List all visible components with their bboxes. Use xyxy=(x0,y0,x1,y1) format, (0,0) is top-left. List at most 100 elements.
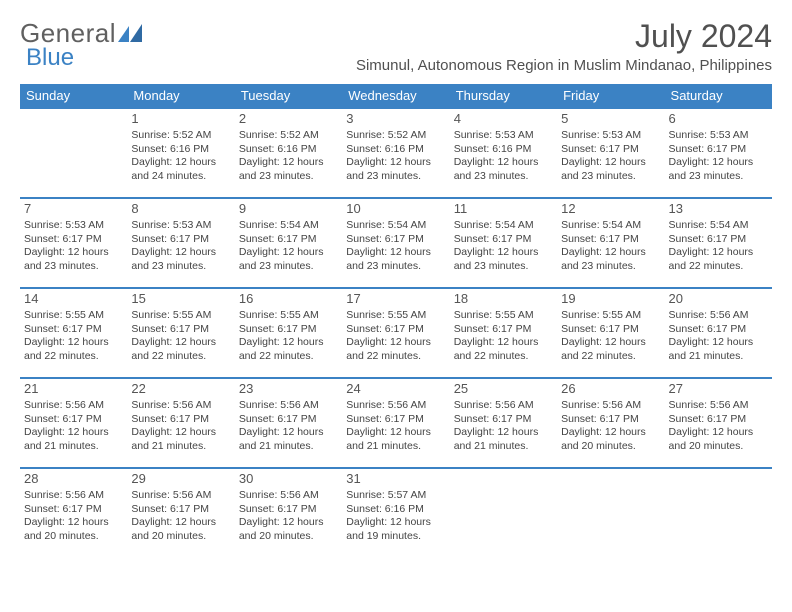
day-number: 7 xyxy=(24,201,123,218)
day-info: Sunrise: 5:55 AMSunset: 6:17 PMDaylight:… xyxy=(346,309,445,364)
calendar-cell: 31Sunrise: 5:57 AMSunset: 6:16 PMDayligh… xyxy=(342,468,449,558)
day-info: Sunrise: 5:55 AMSunset: 6:17 PMDaylight:… xyxy=(131,309,230,364)
day-info: Sunrise: 5:53 AMSunset: 6:17 PMDaylight:… xyxy=(561,129,660,184)
calendar-cell xyxy=(20,108,127,198)
day-number: 2 xyxy=(239,111,338,128)
calendar-cell: 10Sunrise: 5:54 AMSunset: 6:17 PMDayligh… xyxy=(342,198,449,288)
day-info: Sunrise: 5:53 AMSunset: 6:17 PMDaylight:… xyxy=(131,219,230,274)
weekday-header: Monday xyxy=(127,84,234,108)
day-info: Sunrise: 5:55 AMSunset: 6:17 PMDaylight:… xyxy=(561,309,660,364)
calendar-cell: 25Sunrise: 5:56 AMSunset: 6:17 PMDayligh… xyxy=(450,378,557,468)
calendar-week-row: 21Sunrise: 5:56 AMSunset: 6:17 PMDayligh… xyxy=(20,378,772,468)
calendar-cell: 17Sunrise: 5:55 AMSunset: 6:17 PMDayligh… xyxy=(342,288,449,378)
calendar-week-row: 28Sunrise: 5:56 AMSunset: 6:17 PMDayligh… xyxy=(20,468,772,558)
day-info: Sunrise: 5:56 AMSunset: 6:17 PMDaylight:… xyxy=(131,399,230,454)
calendar-cell: 19Sunrise: 5:55 AMSunset: 6:17 PMDayligh… xyxy=(557,288,664,378)
day-number: 4 xyxy=(454,111,553,128)
header: General July 2024 Simunul, Autonomous Re… xyxy=(20,18,772,74)
day-number: 6 xyxy=(669,111,768,128)
calendar-cell: 12Sunrise: 5:54 AMSunset: 6:17 PMDayligh… xyxy=(557,198,664,288)
day-info: Sunrise: 5:54 AMSunset: 6:17 PMDaylight:… xyxy=(346,219,445,274)
calendar-week-row: 14Sunrise: 5:55 AMSunset: 6:17 PMDayligh… xyxy=(20,288,772,378)
day-number: 3 xyxy=(346,111,445,128)
calendar-cell: 8Sunrise: 5:53 AMSunset: 6:17 PMDaylight… xyxy=(127,198,234,288)
day-info: Sunrise: 5:53 AMSunset: 6:17 PMDaylight:… xyxy=(24,219,123,274)
day-info: Sunrise: 5:55 AMSunset: 6:17 PMDaylight:… xyxy=(239,309,338,364)
weekday-header: Wednesday xyxy=(342,84,449,108)
calendar-body: 1Sunrise: 5:52 AMSunset: 6:16 PMDaylight… xyxy=(20,108,772,558)
day-info: Sunrise: 5:56 AMSunset: 6:17 PMDaylight:… xyxy=(131,489,230,544)
day-number: 29 xyxy=(131,471,230,488)
day-number: 17 xyxy=(346,291,445,308)
day-info: Sunrise: 5:52 AMSunset: 6:16 PMDaylight:… xyxy=(131,129,230,184)
day-number: 23 xyxy=(239,381,338,398)
day-number: 9 xyxy=(239,201,338,218)
weekday-header: Tuesday xyxy=(235,84,342,108)
calendar-cell: 27Sunrise: 5:56 AMSunset: 6:17 PMDayligh… xyxy=(665,378,772,468)
calendar-cell: 2Sunrise: 5:52 AMSunset: 6:16 PMDaylight… xyxy=(235,108,342,198)
day-number: 27 xyxy=(669,381,768,398)
calendar-cell: 5Sunrise: 5:53 AMSunset: 6:17 PMDaylight… xyxy=(557,108,664,198)
calendar-cell: 15Sunrise: 5:55 AMSunset: 6:17 PMDayligh… xyxy=(127,288,234,378)
day-info: Sunrise: 5:56 AMSunset: 6:17 PMDaylight:… xyxy=(239,489,338,544)
brand-part2: Blue xyxy=(26,44,74,72)
day-info: Sunrise: 5:54 AMSunset: 6:17 PMDaylight:… xyxy=(454,219,553,274)
day-number: 19 xyxy=(561,291,660,308)
calendar-cell: 6Sunrise: 5:53 AMSunset: 6:17 PMDaylight… xyxy=(665,108,772,198)
day-number: 11 xyxy=(454,201,553,218)
day-info: Sunrise: 5:56 AMSunset: 6:17 PMDaylight:… xyxy=(454,399,553,454)
day-number: 28 xyxy=(24,471,123,488)
day-info: Sunrise: 5:55 AMSunset: 6:17 PMDaylight:… xyxy=(24,309,123,364)
day-info: Sunrise: 5:56 AMSunset: 6:17 PMDaylight:… xyxy=(561,399,660,454)
calendar-cell: 20Sunrise: 5:56 AMSunset: 6:17 PMDayligh… xyxy=(665,288,772,378)
calendar-cell: 9Sunrise: 5:54 AMSunset: 6:17 PMDaylight… xyxy=(235,198,342,288)
day-info: Sunrise: 5:54 AMSunset: 6:17 PMDaylight:… xyxy=(239,219,338,274)
day-number: 24 xyxy=(346,381,445,398)
day-info: Sunrise: 5:54 AMSunset: 6:17 PMDaylight:… xyxy=(561,219,660,274)
calendar-cell: 11Sunrise: 5:54 AMSunset: 6:17 PMDayligh… xyxy=(450,198,557,288)
calendar-table: SundayMondayTuesdayWednesdayThursdayFrid… xyxy=(20,84,772,558)
calendar-cell: 1Sunrise: 5:52 AMSunset: 6:16 PMDaylight… xyxy=(127,108,234,198)
day-info: Sunrise: 5:56 AMSunset: 6:17 PMDaylight:… xyxy=(669,309,768,364)
day-info: Sunrise: 5:56 AMSunset: 6:17 PMDaylight:… xyxy=(239,399,338,454)
day-info: Sunrise: 5:53 AMSunset: 6:16 PMDaylight:… xyxy=(454,129,553,184)
title-block: July 2024 Simunul, Autonomous Region in … xyxy=(356,18,772,74)
calendar-week-row: 7Sunrise: 5:53 AMSunset: 6:17 PMDaylight… xyxy=(20,198,772,288)
calendar-cell: 28Sunrise: 5:56 AMSunset: 6:17 PMDayligh… xyxy=(20,468,127,558)
day-number: 22 xyxy=(131,381,230,398)
day-info: Sunrise: 5:57 AMSunset: 6:16 PMDaylight:… xyxy=(346,489,445,544)
calendar-cell: 29Sunrise: 5:56 AMSunset: 6:17 PMDayligh… xyxy=(127,468,234,558)
day-info: Sunrise: 5:55 AMSunset: 6:17 PMDaylight:… xyxy=(454,309,553,364)
day-number: 13 xyxy=(669,201,768,218)
calendar-cell: 23Sunrise: 5:56 AMSunset: 6:17 PMDayligh… xyxy=(235,378,342,468)
day-info: Sunrise: 5:56 AMSunset: 6:17 PMDaylight:… xyxy=(24,489,123,544)
calendar-cell: 24Sunrise: 5:56 AMSunset: 6:17 PMDayligh… xyxy=(342,378,449,468)
day-info: Sunrise: 5:56 AMSunset: 6:17 PMDaylight:… xyxy=(24,399,123,454)
logo-triangle-icon xyxy=(118,24,142,42)
day-info: Sunrise: 5:56 AMSunset: 6:17 PMDaylight:… xyxy=(346,399,445,454)
calendar-cell: 26Sunrise: 5:56 AMSunset: 6:17 PMDayligh… xyxy=(557,378,664,468)
calendar-cell: 22Sunrise: 5:56 AMSunset: 6:17 PMDayligh… xyxy=(127,378,234,468)
day-number: 16 xyxy=(239,291,338,308)
calendar-cell xyxy=(665,468,772,558)
day-number: 30 xyxy=(239,471,338,488)
calendar-cell: 4Sunrise: 5:53 AMSunset: 6:16 PMDaylight… xyxy=(450,108,557,198)
weekday-header: Sunday xyxy=(20,84,127,108)
day-info: Sunrise: 5:52 AMSunset: 6:16 PMDaylight:… xyxy=(346,129,445,184)
day-number: 12 xyxy=(561,201,660,218)
calendar-cell: 30Sunrise: 5:56 AMSunset: 6:17 PMDayligh… xyxy=(235,468,342,558)
day-number: 8 xyxy=(131,201,230,218)
day-info: Sunrise: 5:54 AMSunset: 6:17 PMDaylight:… xyxy=(669,219,768,274)
day-number: 31 xyxy=(346,471,445,488)
day-info: Sunrise: 5:53 AMSunset: 6:17 PMDaylight:… xyxy=(669,129,768,184)
calendar-cell: 13Sunrise: 5:54 AMSunset: 6:17 PMDayligh… xyxy=(665,198,772,288)
day-number: 10 xyxy=(346,201,445,218)
calendar-cell xyxy=(450,468,557,558)
location: Simunul, Autonomous Region in Muslim Min… xyxy=(356,57,772,74)
calendar-cell: 16Sunrise: 5:55 AMSunset: 6:17 PMDayligh… xyxy=(235,288,342,378)
day-number: 5 xyxy=(561,111,660,128)
day-number: 21 xyxy=(24,381,123,398)
calendar-cell: 14Sunrise: 5:55 AMSunset: 6:17 PMDayligh… xyxy=(20,288,127,378)
calendar-cell: 21Sunrise: 5:56 AMSunset: 6:17 PMDayligh… xyxy=(20,378,127,468)
day-number: 14 xyxy=(24,291,123,308)
